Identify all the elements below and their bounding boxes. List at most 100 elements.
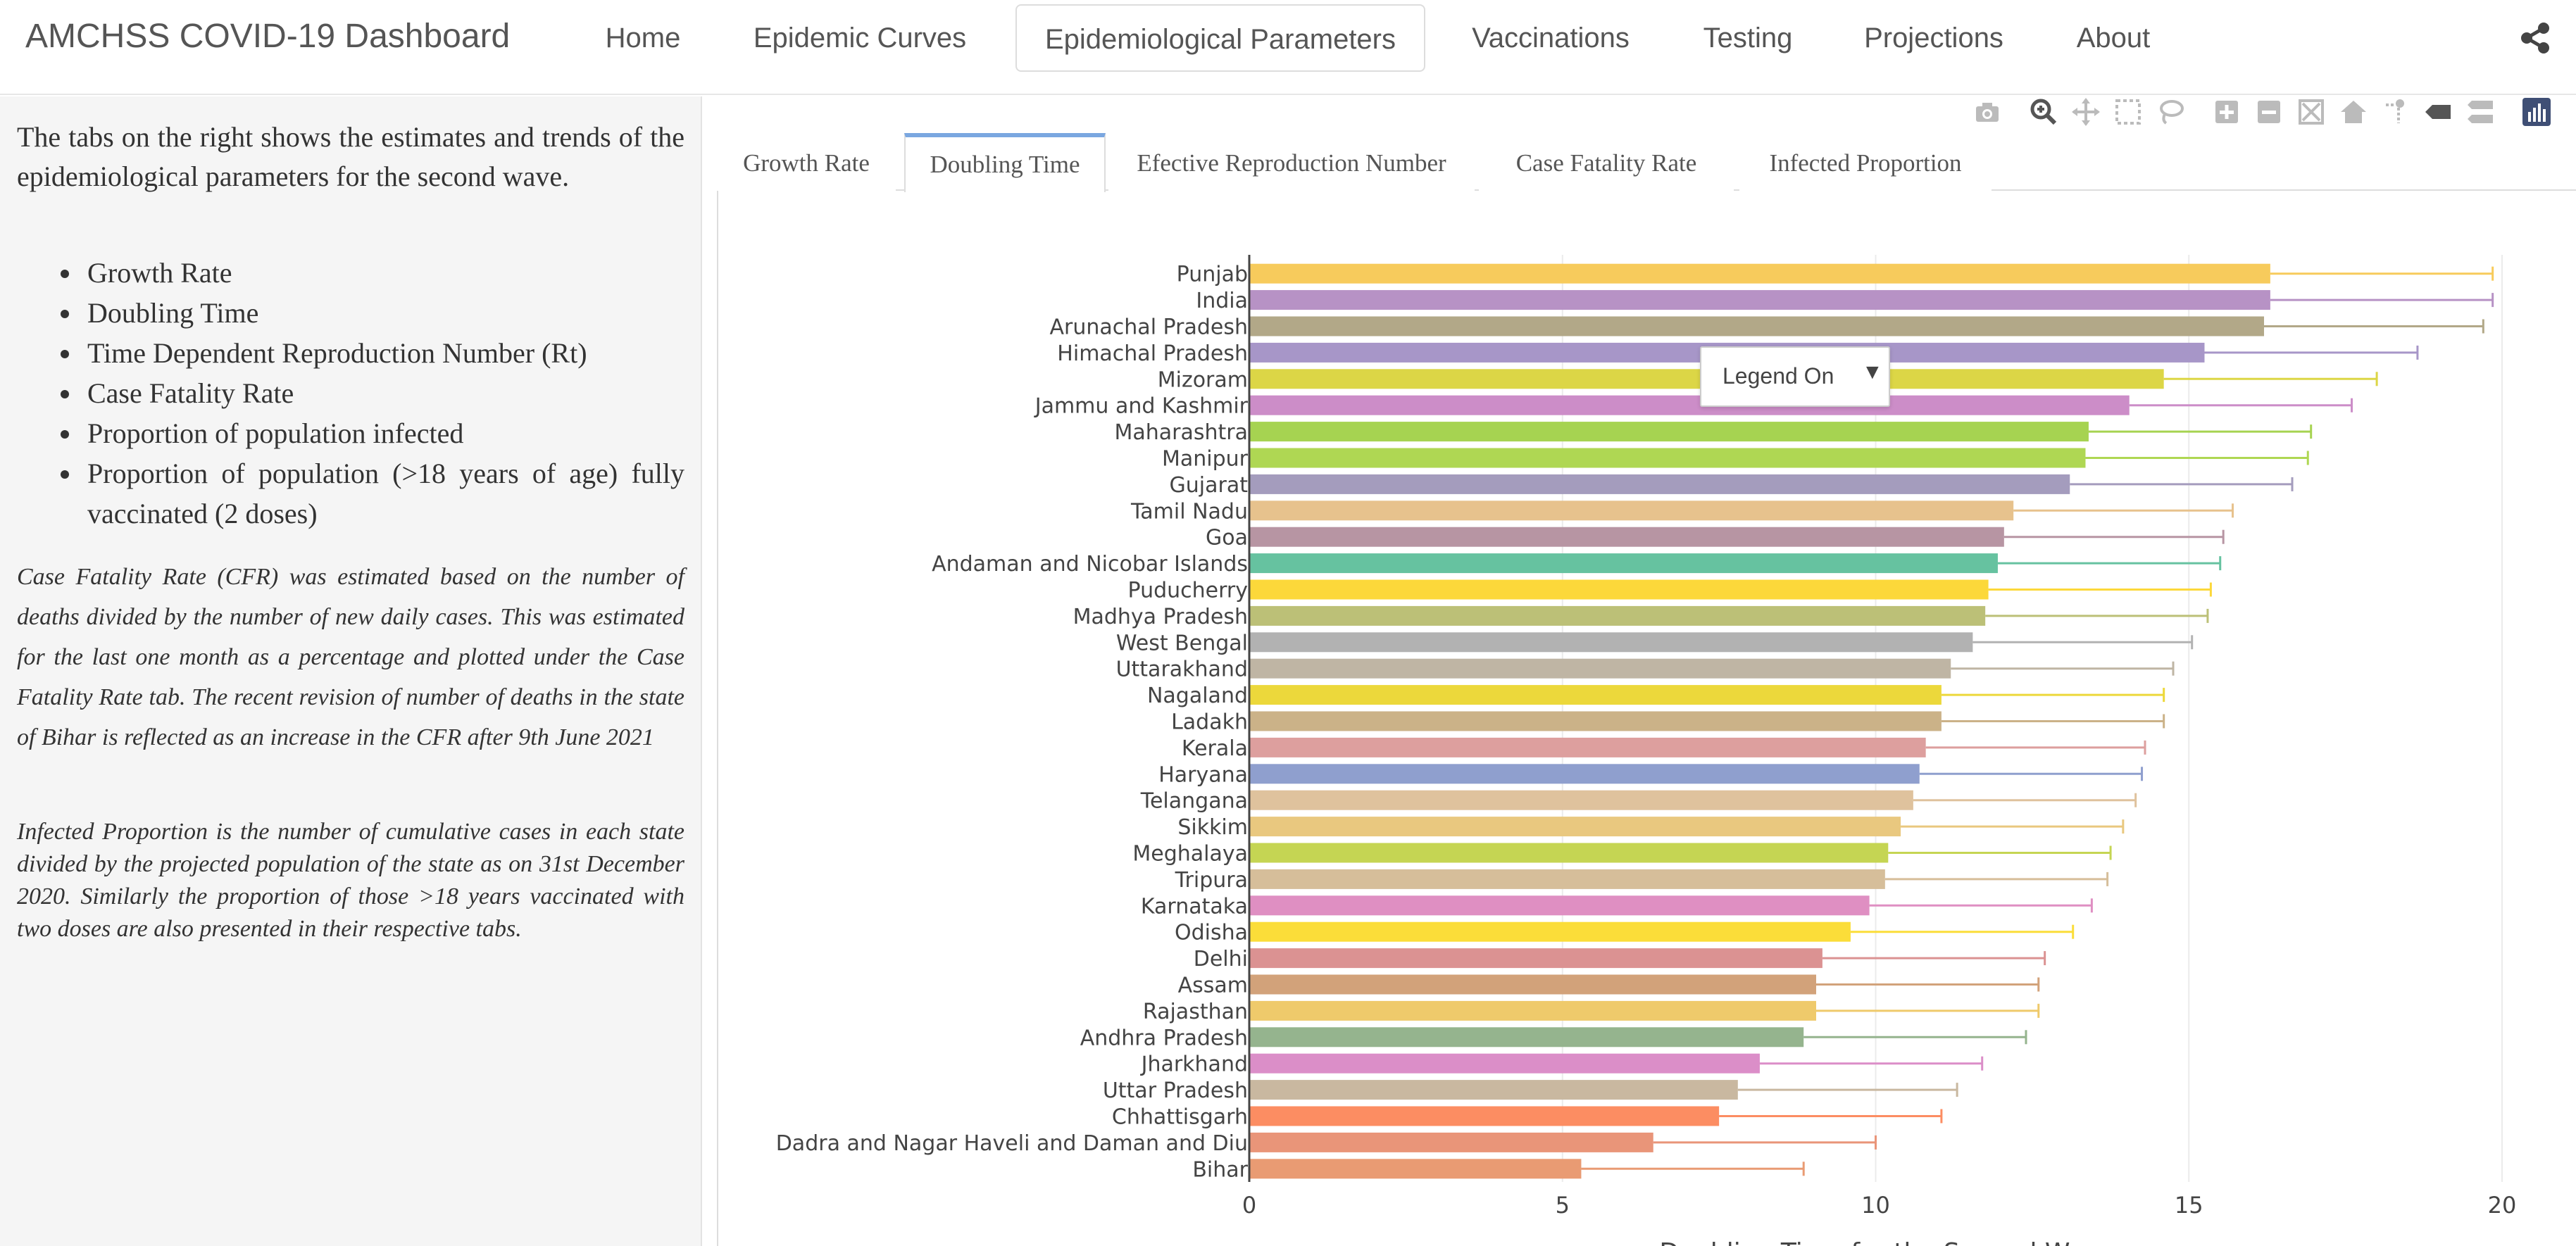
x-tick-label: 20	[2488, 1192, 2517, 1219]
x-tick-label: 15	[2175, 1192, 2203, 1219]
bar	[1249, 948, 1822, 969]
bar	[1249, 632, 1973, 653]
infected-proportion-note: Infected Proportion is the number of cum…	[17, 819, 684, 942]
cfr-note: Case Fatality Rate (CFR) was estimated b…	[17, 564, 684, 750]
bar	[1249, 1053, 1760, 1074]
lasso-icon[interactable]	[2155, 96, 2186, 127]
box-select-icon[interactable]	[2113, 96, 2144, 127]
camera-icon[interactable]	[1972, 96, 2003, 127]
bar	[1249, 895, 1870, 916]
x-tick-label: 5	[1556, 1192, 1570, 1219]
bar	[1249, 1159, 1582, 1179]
bar	[1249, 1106, 1720, 1126]
zoom-out-icon[interactable]	[2253, 96, 2284, 127]
bar	[1249, 711, 1942, 731]
nav-testing[interactable]: Testing	[1703, 23, 1793, 54]
share-icon[interactable]	[2518, 21, 2552, 55]
spike-lines-icon[interactable]	[2380, 96, 2411, 127]
category-label: Sikkim	[1177, 815, 1248, 840]
bar	[1249, 553, 1998, 574]
bar	[1249, 1000, 1816, 1021]
list-item: Doubling Time	[17, 293, 684, 333]
sidebar-panel: The tabs on the right shows the estimate…	[0, 96, 702, 1246]
tab-doubling-time[interactable]: Doubling Time	[904, 133, 1106, 192]
bar	[1249, 579, 1989, 600]
bar	[1249, 290, 2270, 310]
plotly-logo-icon[interactable]	[2521, 96, 2552, 127]
tab-case-fatality-rate[interactable]: Case Fatality Rate	[1479, 133, 1734, 191]
category-label: Tripura	[1175, 868, 1248, 893]
autoscale-icon[interactable]	[2296, 96, 2327, 127]
category-label: Madhya Pradesh	[1073, 605, 1248, 629]
category-label: Assam	[1178, 974, 1248, 998]
nav-epidemic-curves[interactable]: Epidemic Curves	[753, 23, 967, 54]
category-label: Gujarat	[1170, 473, 1249, 498]
bar	[1249, 1132, 1653, 1152]
category-label: Ladakh	[1171, 710, 1248, 735]
list-item: Growth Rate	[17, 253, 684, 293]
category-label: Tamil Nadu	[1130, 499, 1248, 524]
tab-growth-rate[interactable]: Growth Rate	[717, 133, 896, 191]
tab-content	[717, 191, 2576, 1246]
nav-about[interactable]: About	[2076, 23, 2151, 54]
category-label: Karnataka	[1141, 894, 1248, 919]
x-tick-label: 0	[1242, 1192, 1256, 1219]
nav-epidemiological-parameters[interactable]: Epidemiological Parameters	[1015, 4, 1425, 72]
category-label: Dadra and Nagar Haveli and Daman and Diu	[776, 1131, 1248, 1156]
category-label: Himachal Pradesh	[1057, 341, 1248, 366]
hover-closest-icon[interactable]	[2422, 96, 2453, 127]
category-label: Andhra Pradesh	[1080, 1026, 1248, 1050]
intro-text: The tabs on the right shows the estimate…	[17, 121, 684, 192]
category-label: Mizoram	[1158, 367, 1248, 392]
brand-title[interactable]: AMCHSS COVID-19 Dashboard	[25, 18, 511, 55]
pan-icon[interactable]	[2070, 96, 2101, 127]
chevron-down-icon: ▼	[1862, 360, 1883, 384]
category-label: Uttar Pradesh	[1103, 1078, 1248, 1103]
bar	[1249, 422, 2089, 442]
zoom-in-icon[interactable]	[2211, 96, 2242, 127]
category-label: Maharashtra	[1114, 420, 1248, 445]
bar	[1249, 921, 1851, 942]
category-label: Andaman and Nicobar Islands	[932, 552, 1248, 577]
category-label: Arunachal Pradesh	[1050, 315, 1248, 340]
bar	[1249, 448, 2086, 468]
category-label: Manipur	[1162, 447, 1249, 472]
list-item: Proportion of population infected	[17, 413, 684, 453]
nav-vaccinations[interactable]: Vaccinations	[1472, 23, 1630, 54]
category-label: Goa	[1206, 526, 1248, 550]
category-label: Odisha	[1175, 921, 1248, 945]
legend-toggle-label: Legend On	[1722, 363, 1834, 389]
category-label: Telangana	[1140, 789, 1248, 814]
bar	[1249, 395, 2130, 415]
category-label: Meghalaya	[1132, 842, 1248, 867]
category-label: Puducherry	[1128, 579, 1249, 603]
bar	[1249, 817, 1901, 837]
tab-infected-proportion[interactable]: Infected Proportion	[1739, 133, 1992, 191]
hover-compare-icon[interactable]	[2465, 96, 2496, 127]
reset-axes-icon[interactable]	[2338, 96, 2369, 127]
main-panel: Growth Rate Doubling Time Efective Repro…	[704, 96, 2576, 1246]
parameter-list: Growth Rate Doubling Time Time Dependent…	[17, 253, 684, 534]
legend-toggle-dropdown[interactable]: Legend On ▼	[1700, 346, 1890, 407]
zoom-icon[interactable]	[2028, 96, 2059, 127]
category-label: Bihar	[1192, 1157, 1248, 1182]
bar	[1249, 527, 2004, 547]
nav-projections[interactable]: Projections	[1864, 23, 2003, 54]
list-item: Proportion of population (>18 years of a…	[17, 453, 684, 534]
navbar: AMCHSS COVID-19 Dashboard Home Epidemic …	[0, 0, 2576, 95]
tab-bar: Growth Rate Doubling Time Efective Repro…	[717, 133, 2576, 192]
category-label: Punjab	[1177, 263, 1248, 287]
category-label: Delhi	[1194, 947, 1248, 971]
category-label: Jammu and Kashmir	[1034, 394, 1249, 419]
list-item: Time Dependent Reproduction Number (Rt)	[17, 333, 684, 373]
bar	[1249, 474, 2070, 494]
nav-home[interactable]: Home	[605, 23, 681, 54]
category-label: Jharkhand	[1140, 1052, 1248, 1077]
bar	[1249, 843, 1889, 863]
category-label: Uttarakhand	[1116, 657, 1248, 682]
category-label: Chhattisgarh	[1112, 1105, 1248, 1130]
tab-effective-reproduction-number[interactable]: Efective Reproduction Number	[1108, 133, 1475, 191]
bar	[1249, 263, 2270, 284]
bar	[1249, 605, 1986, 626]
